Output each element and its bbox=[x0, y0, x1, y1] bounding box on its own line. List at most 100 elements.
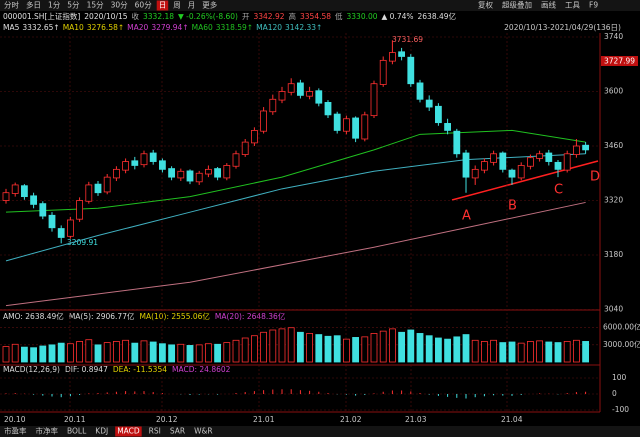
candle-body bbox=[416, 82, 424, 100]
volume-bar bbox=[2, 346, 10, 363]
candle-body bbox=[48, 214, 56, 229]
volume-bar bbox=[30, 347, 38, 363]
ma-legend: MA10 bbox=[63, 23, 84, 32]
candle-body bbox=[30, 195, 38, 205]
candle-body bbox=[232, 153, 240, 167]
date-label: 21.02 bbox=[340, 415, 362, 424]
info-text: 3342.92 bbox=[253, 12, 284, 21]
toolbar-button[interactable]: 工具 bbox=[565, 1, 580, 10]
tab[interactable]: 市净率 bbox=[36, 426, 59, 436]
toolbar-button[interactable]: 日 bbox=[159, 1, 167, 10]
toolbar-button[interactable]: 更多 bbox=[202, 0, 217, 10]
tabbar-bg bbox=[0, 426, 640, 437]
volume-bar bbox=[536, 340, 543, 363]
tab[interactable]: 市盈率 bbox=[4, 426, 27, 436]
toolbar-button[interactable]: 60分 bbox=[135, 1, 153, 10]
tab[interactable]: W&R bbox=[194, 427, 212, 436]
volume-bar bbox=[370, 333, 378, 363]
candle-body bbox=[444, 123, 452, 131]
toolbar-button[interactable]: 超级叠加 bbox=[502, 0, 532, 10]
candle-body bbox=[453, 130, 461, 155]
candle-body bbox=[398, 51, 406, 57]
toolbar-button[interactable]: 周 bbox=[173, 1, 181, 10]
volume-bar bbox=[122, 339, 129, 363]
tab[interactable]: BOLL bbox=[67, 427, 87, 436]
date-label: 21.03 bbox=[405, 415, 427, 424]
toolbar-button[interactable]: 1分 bbox=[48, 1, 61, 10]
toolbar-button[interactable]: 30分 bbox=[111, 1, 129, 10]
volume-bar bbox=[223, 342, 231, 363]
volume-bar bbox=[480, 341, 488, 363]
candle-body bbox=[20, 185, 28, 198]
low-label: 3209.91 bbox=[67, 238, 98, 247]
candle-body bbox=[241, 141, 249, 155]
volume-bar bbox=[425, 335, 433, 363]
tab[interactable]: RSI bbox=[149, 427, 161, 436]
candle-body bbox=[434, 105, 442, 124]
candle-body bbox=[67, 219, 74, 237]
volume-bar bbox=[434, 337, 442, 363]
volume-bar bbox=[48, 344, 56, 363]
y-tick-label: 3320 bbox=[604, 196, 623, 205]
toolbar-button[interactable]: 分时 bbox=[4, 0, 19, 10]
candle-body bbox=[407, 56, 415, 85]
tab[interactable]: KDJ bbox=[95, 427, 108, 436]
info-text: 3330.00 bbox=[347, 12, 378, 21]
toolbar-button[interactable]: 复权 bbox=[478, 0, 493, 10]
ma-legend: 3332.65↑ bbox=[22, 23, 59, 32]
volume-bar bbox=[582, 341, 589, 363]
volume-bar bbox=[388, 328, 396, 363]
volume-bar bbox=[278, 328, 286, 363]
toolbar-button[interactable]: 画线 bbox=[541, 0, 556, 10]
candle-body bbox=[554, 161, 562, 170]
volume-bar bbox=[250, 335, 258, 363]
high-label: 3731.69 bbox=[392, 35, 423, 44]
volume-bar bbox=[453, 336, 461, 363]
candle-body bbox=[471, 168, 479, 179]
volume-bar bbox=[527, 341, 534, 363]
ma-legend: MA60 bbox=[192, 23, 213, 32]
candle-body bbox=[342, 118, 350, 132]
candle-body bbox=[76, 200, 83, 220]
volume-bar bbox=[85, 339, 93, 363]
candle-body bbox=[269, 98, 277, 113]
volume-bar bbox=[168, 344, 176, 363]
info-text: 高 bbox=[289, 11, 297, 21]
toolbar-button[interactable]: 多日 bbox=[26, 0, 41, 10]
candle-body bbox=[94, 183, 102, 194]
candle-body bbox=[186, 170, 194, 182]
date-label: 21.04 bbox=[501, 415, 523, 424]
toolbar-button[interactable]: 15分 bbox=[87, 1, 105, 10]
candle-body bbox=[536, 153, 543, 159]
candle-body bbox=[361, 114, 369, 140]
y-tick-label: 3600 bbox=[604, 87, 623, 96]
candle-body bbox=[103, 176, 111, 193]
wave-label: C bbox=[554, 183, 563, 198]
volume-bar bbox=[296, 331, 304, 363]
volume-bar bbox=[407, 329, 415, 363]
volume-bar bbox=[186, 345, 194, 363]
candle-body bbox=[278, 91, 286, 101]
toolbar-button[interactable]: F9 bbox=[589, 1, 598, 10]
wave-label: A bbox=[462, 209, 471, 224]
y-tick-label: 100 bbox=[612, 373, 627, 382]
ma-legend: MA20 bbox=[127, 23, 148, 32]
candle-body bbox=[260, 110, 268, 132]
candle-body bbox=[214, 168, 222, 178]
candle-body bbox=[545, 152, 553, 162]
active-highlight bbox=[115, 426, 142, 437]
candle-body bbox=[333, 113, 341, 131]
toolbar-button[interactable]: 5分 bbox=[67, 1, 80, 10]
volume-bar bbox=[490, 339, 498, 363]
tab[interactable]: MACD bbox=[117, 427, 140, 436]
toolbar-button[interactable]: 月 bbox=[188, 1, 196, 10]
y-tick-label: 6000.00亿 bbox=[603, 322, 640, 332]
info-text: 000001.SH[上证指数] bbox=[3, 11, 80, 21]
candle-body bbox=[517, 165, 525, 179]
candle-body bbox=[195, 172, 203, 183]
volume-bar bbox=[573, 339, 580, 363]
tab[interactable]: SAR bbox=[170, 427, 185, 436]
candle-body bbox=[573, 145, 580, 155]
